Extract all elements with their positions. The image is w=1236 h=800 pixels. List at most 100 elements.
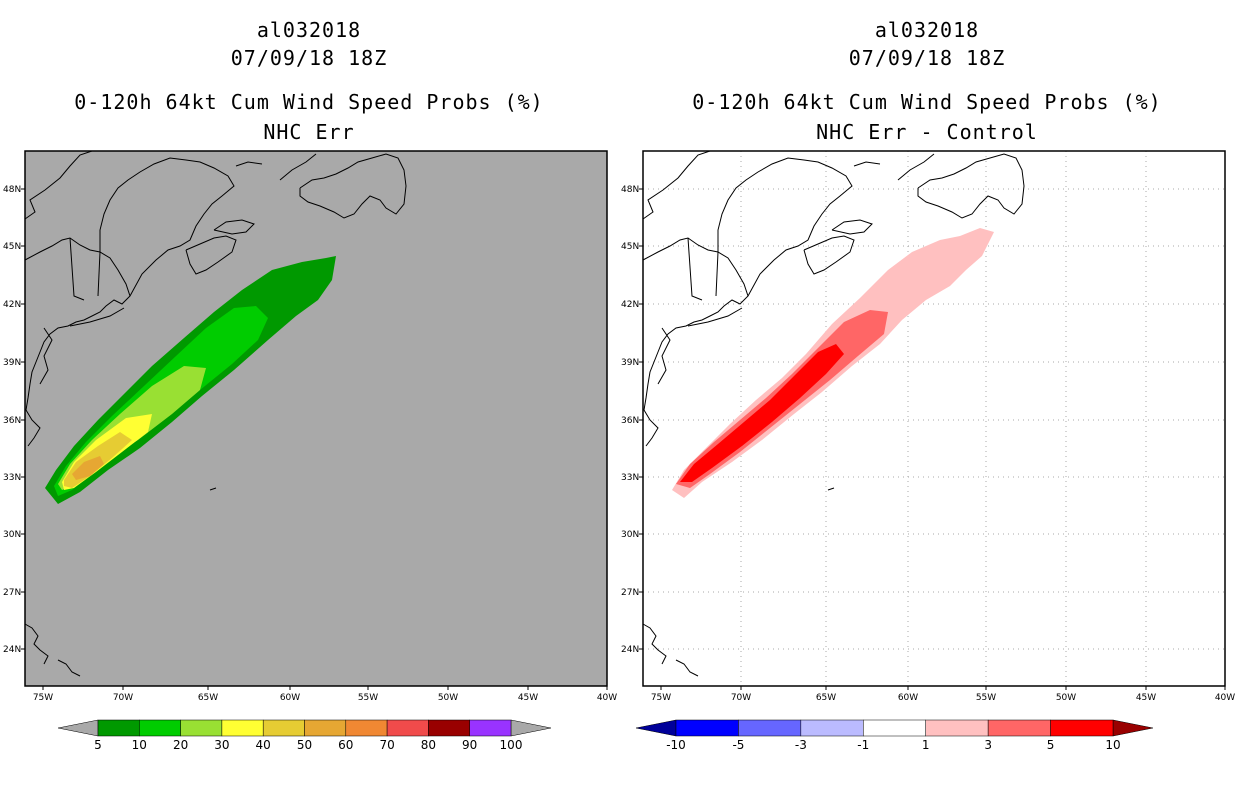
latitude-label: 33N [3, 473, 21, 483]
colorbar-segment [675, 719, 739, 737]
map-frame [642, 150, 1226, 687]
latitude-label: 30N [3, 530, 21, 540]
longitude-label: 65W [816, 693, 836, 703]
colorbar-segment [987, 719, 1051, 737]
latitude-label: 27N [3, 588, 21, 598]
longitude-label: 60W [898, 693, 918, 703]
coastline [299, 153, 407, 219]
longitude-label: 70W [113, 693, 133, 703]
latitude-label: 45N [3, 242, 21, 252]
colorbar-segment [139, 719, 181, 737]
colorbar-label: 5 [94, 738, 102, 752]
colorbar-extend-high [1112, 719, 1154, 737]
colorbar-label: 60 [338, 738, 353, 752]
datetime: 07/09/18 18Z [230, 46, 388, 70]
coastline [185, 235, 237, 275]
map-frame [24, 150, 608, 687]
map-background [643, 151, 1225, 686]
left-map-panel: al032018 07/09/18 18Z 0-120h 64kt Cum Wi… [3, 18, 617, 752]
coastline [827, 487, 835, 491]
colorbar-label: 5 [1047, 738, 1055, 752]
longitude-label: 55W [976, 693, 996, 703]
coastline [24, 237, 131, 447]
longitude-label: 55W [358, 693, 378, 703]
longitude-label: 60W [280, 693, 300, 703]
colorbar-label: -1 [857, 738, 869, 752]
coastline [39, 327, 53, 385]
latitude-label: 48N [621, 185, 639, 195]
colorbar-label: 40 [256, 738, 271, 752]
coastline [897, 153, 935, 181]
coastline [99, 157, 235, 297]
latitude-label: 30N [621, 530, 639, 540]
latitude-label: 24N [621, 645, 639, 655]
colorbar-label: 10 [1105, 738, 1120, 752]
product-title: 0-120h 64kt Cum Wind Speed Probs (%) [74, 90, 544, 114]
colorbar-segment [738, 719, 802, 737]
colorbar-extend-low [57, 719, 99, 737]
colorbar-label: 80 [421, 738, 436, 752]
coastline [642, 237, 749, 447]
latitude-label: 24N [3, 645, 21, 655]
coastline [213, 219, 255, 235]
longitude-label: 45W [1136, 693, 1156, 703]
colorbar-segment [428, 719, 470, 737]
coastline [57, 659, 81, 677]
colorbar-label: 1 [922, 738, 930, 752]
colorbar-segment [221, 719, 264, 737]
longitude-label: 40W [1215, 693, 1235, 703]
wind-probability-difference-map: 75W 70W 65W 60W 55W 50W 45W 40W 48N 45N 42N 39N 36N 3… [621, 150, 1235, 752]
colorbar-label: 3 [984, 738, 992, 752]
colorbar-segment [469, 719, 512, 737]
coastline [675, 659, 699, 677]
latitude-label: 39N [3, 358, 21, 368]
latitude-label: 36N [3, 416, 21, 426]
latitude-label: 36N [621, 416, 639, 426]
colorbar-segment [262, 719, 305, 737]
latitude-label: 39N [621, 358, 639, 368]
colorbar-segment [863, 719, 926, 737]
coastline [803, 235, 855, 275]
colorbar-label: 50 [297, 738, 312, 752]
latitude-label: 42N [3, 300, 21, 310]
longitude-label: 40W [597, 693, 617, 703]
colorbar-segment [386, 719, 429, 737]
colorbar-label: -10 [666, 738, 686, 752]
panel-subtitle: NHC Err [263, 120, 355, 144]
longitude-label: 50W [438, 693, 458, 703]
coastline [917, 153, 1025, 219]
coastline [715, 251, 719, 297]
coastline [657, 327, 671, 385]
colorbar-label: 10 [132, 738, 147, 752]
longitude-label: 75W [33, 693, 53, 703]
coastline [69, 307, 125, 327]
coastline [717, 157, 853, 297]
colorbar-segment [97, 719, 140, 737]
longitude-label: 75W [651, 693, 671, 703]
colorbar-segment [925, 719, 989, 737]
colorbar-label: -3 [795, 738, 807, 752]
swath-5-10 [680, 344, 844, 482]
colorbar-label: -5 [732, 738, 744, 752]
coastline [687, 307, 743, 327]
latitude-label: 33N [621, 473, 639, 483]
colorbar-extend-low [635, 719, 677, 737]
coastline [853, 161, 881, 167]
colorbar-segment [800, 719, 864, 737]
coastline [831, 219, 873, 235]
swath-50-60 [72, 456, 104, 480]
longitude-label: 70W [731, 693, 751, 703]
colorbar-label: 30 [214, 738, 229, 752]
colorbar-extend-high [510, 719, 552, 737]
coastline [24, 623, 49, 665]
longitude-label: 45W [518, 693, 538, 703]
latitude-label: 45N [621, 242, 639, 252]
right-map-panel: al032018 07/09/18 18Z 0-120h 64kt Cum Wi… [618, 0, 1236, 800]
storm-id: al032018 [256, 18, 362, 42]
datetime: 07/09/18 18Z [848, 46, 1006, 70]
coastline [69, 237, 85, 301]
coastline [279, 153, 317, 181]
colorbar-segment [1050, 719, 1114, 737]
coastline [642, 623, 667, 665]
colorbar-segment [304, 719, 347, 737]
